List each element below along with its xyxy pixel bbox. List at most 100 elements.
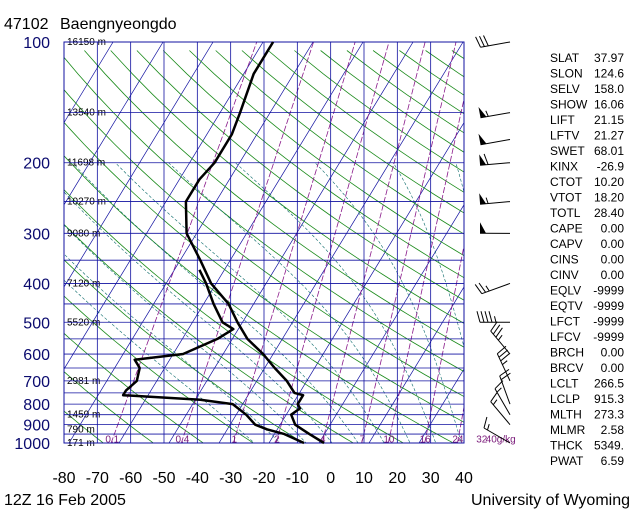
wind-barb-flag [483,416,488,429]
moist-adiabat [235,162,437,443]
index-key: CTOT [550,175,583,189]
index-key: EQTV [550,299,583,313]
wind-barb-half-flag [494,316,497,323]
index-key: BRCV [550,361,583,375]
index-value: 6.59 [601,454,625,468]
wind-barb-shaft [499,375,511,405]
wind-barb [479,222,511,234]
wind-barb-flag [488,311,493,323]
dewpoint-profile [121,269,305,445]
pressure-tick-label: 200 [23,156,50,173]
wind-barb-half-flag [492,399,498,405]
dry-adiabat [84,50,464,348]
wind-barb-flag [490,321,498,332]
wind-barb [499,368,511,405]
mixing-ratio-label: 40g/kg [486,435,516,446]
index-value: -9999 [593,315,624,329]
wind-barb-flag [476,311,481,323]
dry-adiabat [64,189,405,443]
wind-barb [479,153,511,166]
wind-barb-flag [498,349,509,358]
index-value: 21.15 [594,113,624,127]
wind-barb [483,416,511,444]
mixing-ratio-line [275,42,390,443]
isotherm [218,42,464,443]
wind-barb-flag [500,353,510,362]
wind-barb-flag [478,282,487,293]
index-value: -9999 [593,284,624,298]
index-key: LFTV [550,129,579,143]
dry-adiabat [64,223,354,443]
temperature-tick-label: -50 [152,470,175,487]
dry-adiabat [64,259,304,443]
mixing-ratio-label: 1 [232,435,238,446]
moist-adiabat [115,162,385,443]
dry-adiabat [64,410,104,443]
wind-barb-flag [475,36,481,48]
wind-barb-shaft [490,401,511,425]
pressure-tick-label: 900 [23,418,50,435]
moist-adiabat [72,162,359,443]
wind-barb [490,392,511,425]
isotherm [64,42,164,206]
wind-barb-flag [484,311,489,323]
index-key: SHOW [550,98,588,112]
temperature-tick-label: 20 [388,470,406,487]
index-value: 5349. [594,439,624,453]
mixing-ratio-label: 24 [452,435,464,446]
index-key: LCLP [550,392,580,406]
mixing-ratio-line [321,42,426,443]
wind-barb-half-flag [485,197,489,204]
dry-adiabat [64,295,254,443]
dry-adiabat [64,371,154,443]
temperature-tick-label: -80 [52,470,75,487]
wind-barb-pennant [479,154,487,166]
wind-barb-flag [492,324,501,335]
index-value: 0.00 [601,346,625,360]
wind-barb-flag [474,284,483,294]
wind-barb-half-flag [485,110,489,117]
isotherm [318,204,464,443]
temperature-tick-label: -10 [286,470,309,487]
dry-adiabat [136,50,464,301]
index-key: SLON [550,67,583,81]
isotherm [268,121,464,443]
index-value: 16.06 [594,98,624,112]
index-key: THCK [550,439,583,453]
index-key: PWAT [550,454,584,468]
index-value: 21.27 [594,129,624,143]
isotherm [168,42,414,443]
wind-barb-flag [496,345,507,355]
index-value: 124.6 [594,67,624,81]
mixing-ratio-label: 2 [274,435,280,446]
index-key: VTOT [550,191,582,205]
wind-barb-flag [494,380,504,390]
wind-barb-pennant [480,222,486,234]
index-key: LCLT [550,377,579,391]
data-source: University of Wyoming [471,492,630,509]
moist-adiabat [64,224,307,443]
temperature-tick-label: -70 [86,470,109,487]
index-key: LFCV [550,330,581,344]
pressure-tick-label: 600 [23,347,50,364]
wind-barb-shaft [494,388,511,415]
wind-barb-flag [479,35,485,47]
moist-adiabat [393,162,464,349]
index-key: BRCH [550,346,584,360]
wind-barb-half-flag [487,423,490,431]
index-key: TOTL [550,206,581,220]
moist-adiabat [168,162,411,443]
mixing-ratio-line [180,42,314,443]
wind-barb [474,282,511,295]
index-value: 266.5 [594,377,624,391]
height-label: 7120 m [67,278,100,289]
index-value: 37.97 [594,51,624,65]
index-value: 28.40 [594,206,624,220]
wind-barb-flag [483,35,489,47]
plot-frame [63,41,465,444]
mixing-ratio-label: 32 [476,435,488,446]
mixing-ratio-line [387,97,464,443]
index-value: 0.00 [601,268,625,282]
temperature-tick-label: -30 [219,470,242,487]
wind-barb-half-flag [502,360,508,365]
